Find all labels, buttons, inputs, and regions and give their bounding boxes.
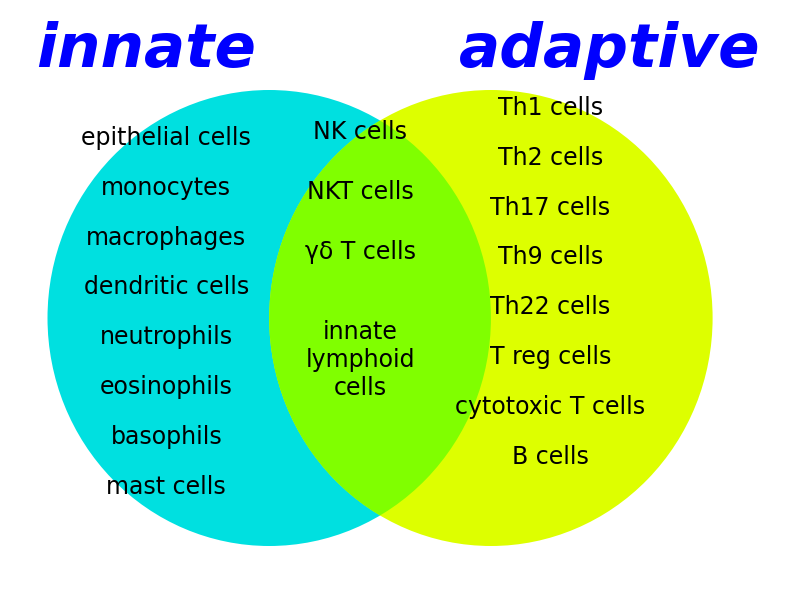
Text: NK cells: NK cells (314, 120, 407, 144)
Text: NKT cells: NKT cells (307, 180, 414, 204)
Text: Th2 cells: Th2 cells (498, 146, 603, 170)
Ellipse shape (270, 90, 713, 546)
Text: basophils: basophils (110, 425, 222, 449)
Text: adaptive: adaptive (459, 21, 761, 80)
Text: innate
lymphoid
cells: innate lymphoid cells (306, 320, 415, 400)
Text: Th1 cells: Th1 cells (498, 96, 603, 120)
Ellipse shape (47, 90, 491, 546)
Ellipse shape (270, 90, 713, 546)
Text: monocytes: monocytes (102, 176, 231, 200)
Text: macrophages: macrophages (86, 226, 246, 250)
Text: neutrophils: neutrophils (100, 325, 233, 349)
Text: T reg cells: T reg cells (490, 345, 611, 369)
Text: B cells: B cells (512, 445, 589, 469)
Text: γδ T cells: γδ T cells (305, 240, 416, 264)
Text: mast cells: mast cells (106, 475, 226, 499)
Text: epithelial cells: epithelial cells (82, 126, 251, 150)
Text: cytotoxic T cells: cytotoxic T cells (455, 395, 646, 419)
Text: dendritic cells: dendritic cells (84, 275, 249, 299)
Text: eosinophils: eosinophils (100, 375, 233, 399)
Text: Th17 cells: Th17 cells (490, 196, 610, 220)
Text: Th9 cells: Th9 cells (498, 245, 603, 269)
Text: Th22 cells: Th22 cells (490, 295, 610, 319)
Text: innate: innate (37, 21, 257, 80)
